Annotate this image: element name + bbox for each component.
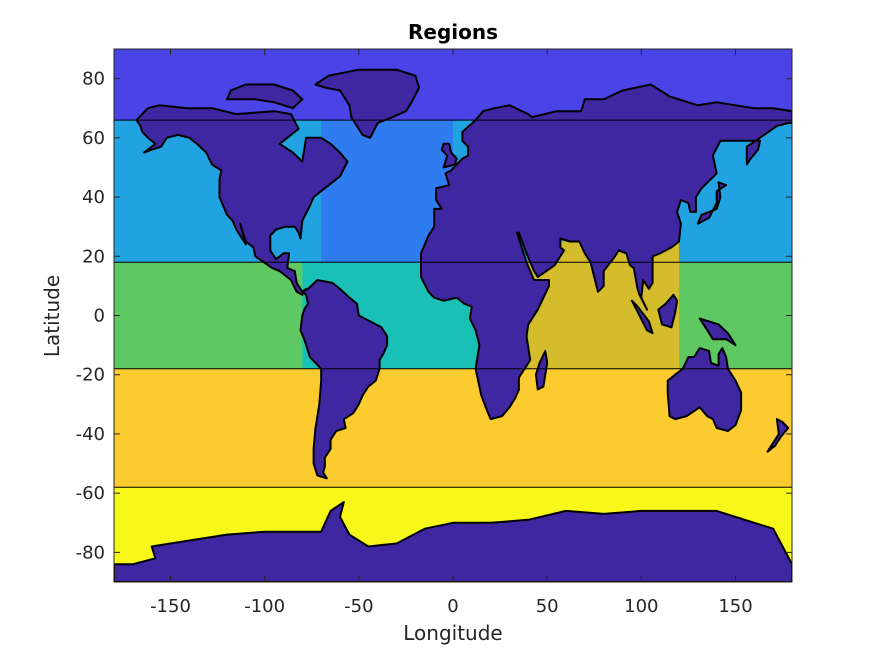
x-tick-label: 50 [536,596,559,617]
y-tick-label: -40 [76,424,105,445]
land-north-america [135,104,349,296]
x-axis-ticks: -150 -100 -50 0 50 100 150 [150,49,753,617]
region-boundaries [114,119,792,488]
y-tick-label: -60 [76,483,105,504]
land-masses [114,68,792,582]
land-arctic-islands [226,83,304,110]
y-tick-label: -20 [76,365,105,386]
land-new-zealand [766,418,790,453]
land-new-guinea [698,317,737,347]
x-tick-label: -150 [150,596,191,617]
x-axis-label: Longitude [403,621,502,645]
y-tick-label: 60 [82,128,105,149]
chart-title: Regions [408,20,498,44]
land-madagascar [534,350,549,391]
x-tick-label: 0 [447,596,458,617]
y-tick-label: 40 [82,187,105,208]
y-tick-label: -80 [76,542,105,563]
y-tick-label: 20 [82,246,105,267]
y-tick-label: 0 [94,306,105,327]
x-tick-label: -50 [344,596,373,617]
land-antarctica [114,501,792,582]
land-sumatra [630,299,654,335]
x-tick-label: 150 [718,596,752,617]
land-borneo [657,293,679,329]
y-tick-label: 80 [82,69,105,90]
x-tick-label: 100 [624,596,658,617]
x-tick-label: -100 [244,596,285,617]
land-south-america [299,279,389,480]
land-eurasia-africa [420,83,792,421]
y-axis-label: Latitude [40,275,64,357]
land-japan [696,181,728,225]
land-britain [440,142,458,169]
y-axis-ticks: -80 -60 -40 -20 0 20 40 60 80 [76,69,792,563]
